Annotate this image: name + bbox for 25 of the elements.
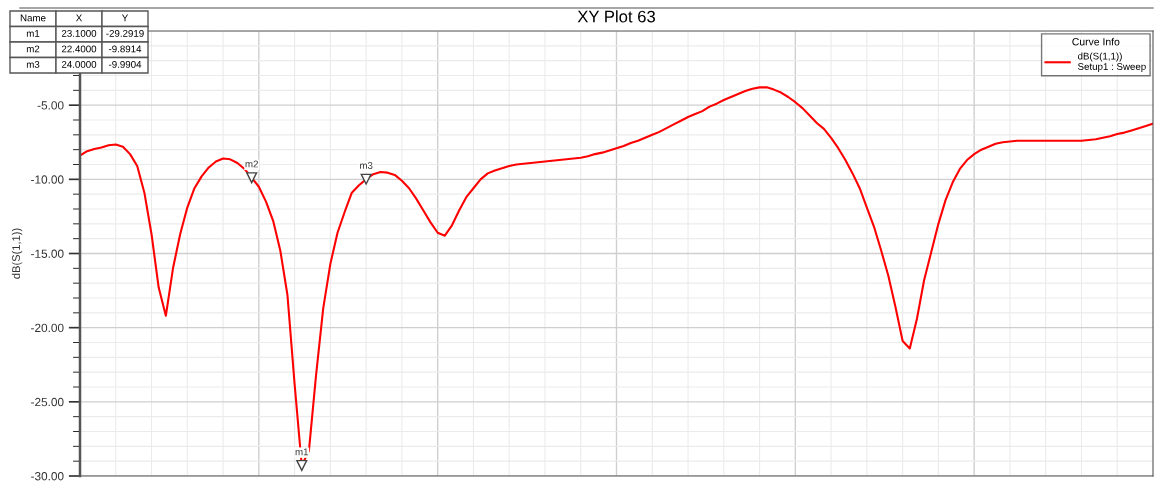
y-tick-label: -10.00 [31,175,64,184]
text: m2 [26,45,40,53]
annotation: 23.1000 [61,29,97,37]
annotation: 24.0000 [61,60,97,68]
annotation: -29.2919 [106,29,144,37]
annotation: -9.8914 [108,45,142,53]
annotation: m2 [245,160,258,168]
text: m1 [26,30,40,37]
chart-title: XY Plot 63 [577,10,655,23]
annotation: -9.9904 [108,60,142,68]
legend-title: Curve Info [1072,37,1120,46]
legend-label: dB(S(1,1)) Setup1 : Sweep [1077,52,1146,72]
y-tick-label: -20.00 [31,323,64,333]
y-tick-label: -15.00 [31,249,64,258]
text: m3 [26,60,40,68]
y-tick-label: -30.00 [31,472,64,481]
y-tick-label: -25.00 [31,397,64,407]
y-tick-label: -5.00 [37,101,64,110]
annotation: m3 [360,162,373,169]
text: Name [20,14,46,22]
annotation: 22.4000 [61,45,97,53]
text: X [75,14,83,22]
y-axis-title: dB(S(1,1)) [11,228,23,279]
text: Y [121,14,129,22]
annotation: m1 [295,448,309,456]
